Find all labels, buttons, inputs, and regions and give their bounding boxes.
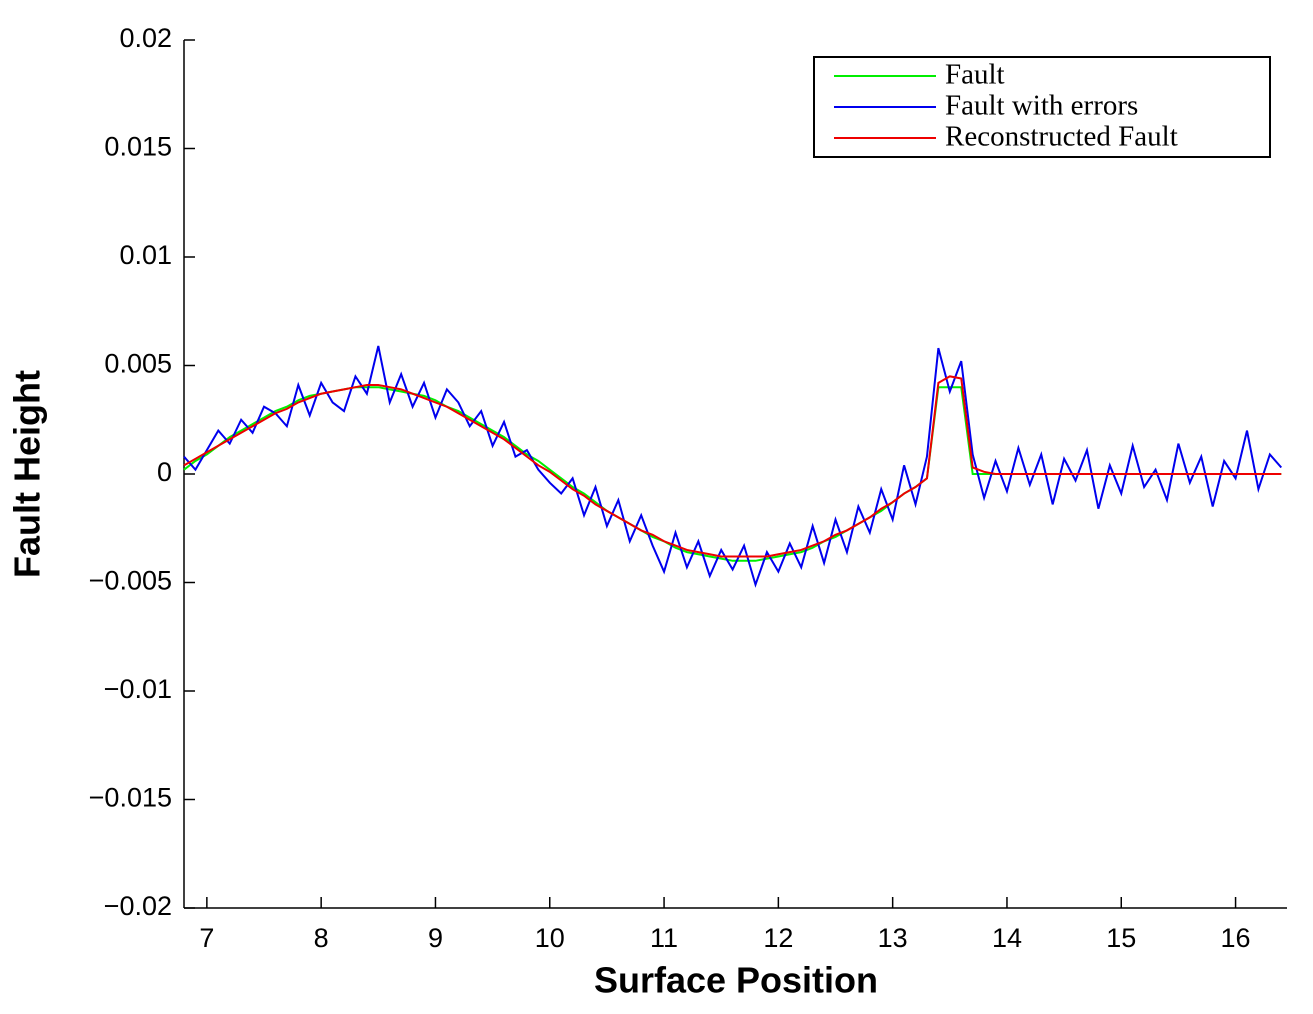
legend-label: Reconstructed Fault <box>945 121 1178 153</box>
y-tick-label: −0.01 <box>104 674 172 704</box>
y-tick-label: 0.015 <box>104 132 172 162</box>
x-tick-label: 10 <box>535 923 565 953</box>
y-tick-label: 0 <box>157 457 172 487</box>
x-tick-label: 8 <box>314 923 329 953</box>
x-tick-label: 13 <box>878 923 908 953</box>
x-tick-label: 14 <box>992 923 1022 953</box>
x-tick-label: 9 <box>428 923 443 953</box>
data-line <box>183 375 1282 558</box>
y-tick-label: −0.005 <box>89 566 172 596</box>
y-tick-label: 0.005 <box>104 349 172 379</box>
y-tick-label: 0.02 <box>119 23 172 53</box>
x-tick-label: 7 <box>199 923 214 953</box>
legend-label: Fault <box>945 59 1005 91</box>
x-tick-label: 15 <box>1106 923 1136 953</box>
x-tick-label: 12 <box>763 923 793 953</box>
y-tick-label: 0.01 <box>119 240 172 270</box>
x-tick-label: 16 <box>1221 923 1251 953</box>
y-tick-label: −0.02 <box>104 891 172 921</box>
y-axis-title: Fault Height <box>7 370 48 578</box>
x-tick-label: 11 <box>650 923 678 953</box>
y-tick-label: −0.015 <box>89 783 172 813</box>
legend-label: Fault with errors <box>945 90 1138 122</box>
x-axis-title: Surface Position <box>594 960 878 1001</box>
data-line <box>183 345 1283 588</box>
